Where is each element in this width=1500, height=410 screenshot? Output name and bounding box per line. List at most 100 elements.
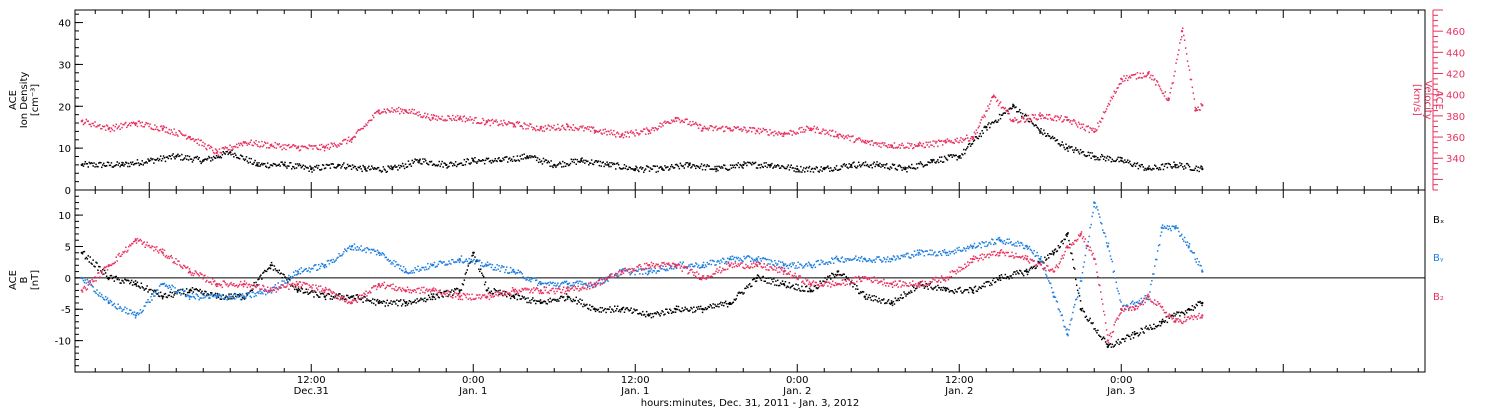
bx-point — [964, 289, 966, 291]
bx-point — [527, 297, 529, 299]
bx-point — [616, 305, 619, 307]
velocity-point — [1170, 87, 1172, 89]
bx-point — [131, 284, 134, 286]
bfield-ytick-label-2: 0 — [65, 274, 71, 285]
density-point — [244, 158, 247, 160]
by-point — [910, 257, 912, 259]
bx-point — [1069, 243, 1071, 245]
density-point — [479, 160, 481, 162]
by-point — [769, 263, 771, 265]
density-point — [570, 158, 573, 161]
velocity-point — [621, 132, 624, 135]
bx-point — [574, 299, 576, 302]
bx-point — [662, 311, 664, 313]
density-point — [664, 165, 666, 167]
by-point — [913, 250, 916, 252]
by-point — [703, 266, 706, 269]
density-point — [650, 168, 653, 170]
bx-point — [126, 279, 128, 282]
bx-point — [988, 281, 990, 283]
bx-point — [571, 300, 574, 303]
density-point — [1183, 165, 1186, 167]
velocity-point — [747, 130, 749, 133]
velocity-point — [739, 128, 741, 131]
bx-point — [738, 291, 740, 293]
by-point — [526, 278, 528, 281]
density-point — [1127, 159, 1129, 161]
velocity-point — [1101, 117, 1103, 119]
bx-point — [537, 300, 540, 302]
by-point — [319, 267, 321, 270]
velocity-point — [115, 123, 117, 126]
by-point — [174, 287, 176, 289]
velocity-point — [779, 133, 782, 135]
density-point — [938, 161, 940, 164]
bx-point — [1032, 266, 1034, 268]
density-point — [1052, 137, 1055, 140]
bx-data-point-13 — [431, 295, 434, 298]
velocity-point — [996, 99, 999, 101]
density-point — [259, 165, 261, 167]
bx-point — [274, 268, 277, 270]
bx-point — [621, 307, 624, 309]
velocity-point — [456, 114, 459, 117]
density-point — [678, 167, 681, 170]
by-point — [264, 288, 266, 290]
density-point — [704, 169, 707, 171]
by-point — [834, 256, 837, 259]
bx-point — [400, 305, 403, 307]
velocity-point — [157, 129, 160, 132]
density-point — [91, 162, 93, 165]
velocity-point — [432, 114, 435, 116]
density-point — [320, 168, 323, 171]
density-point — [643, 171, 645, 173]
velocity-point — [615, 136, 617, 138]
bx-point — [714, 303, 716, 306]
velocity-point — [829, 129, 831, 132]
by-point — [164, 285, 167, 287]
density-point — [474, 157, 476, 159]
velocity-point — [130, 121, 133, 124]
velocity-point — [767, 134, 769, 136]
density-point — [154, 158, 156, 161]
bx-point — [809, 290, 812, 293]
bx-point — [589, 309, 592, 311]
density-point — [203, 159, 205, 161]
velocity-point — [859, 137, 861, 140]
density-point — [709, 168, 711, 170]
by-point — [1118, 292, 1120, 295]
bx-point — [166, 296, 169, 299]
velocity-point — [331, 143, 333, 145]
velocity-point — [966, 134, 968, 136]
by-point — [1182, 238, 1184, 240]
velocity-point — [417, 114, 419, 117]
density-point — [876, 161, 878, 163]
density-point — [1048, 135, 1050, 137]
by-point — [951, 251, 953, 253]
bx-point — [139, 287, 142, 289]
by-point — [917, 254, 920, 256]
density-point — [1135, 163, 1138, 165]
velocity-point — [181, 133, 183, 135]
by-point — [140, 312, 143, 314]
velocity-point — [303, 145, 305, 148]
velocity-point — [841, 136, 844, 138]
density-point — [204, 158, 206, 160]
density-point — [751, 161, 754, 164]
velocity-point — [123, 124, 125, 126]
velocity-point — [496, 121, 498, 123]
velocity-point — [322, 145, 325, 147]
by-point — [519, 270, 521, 273]
by-point — [105, 298, 108, 301]
velocity-data-point-32 — [944, 141, 947, 144]
density-point — [190, 158, 193, 160]
bx-point — [954, 288, 956, 291]
bx-point — [155, 290, 157, 292]
velocity-point — [724, 126, 727, 128]
velocity-point — [149, 123, 151, 125]
by-point — [651, 271, 654, 274]
density-point — [822, 167, 824, 170]
bx-point — [935, 285, 937, 288]
velocity-point — [691, 124, 693, 126]
velocity-point — [162, 125, 165, 127]
